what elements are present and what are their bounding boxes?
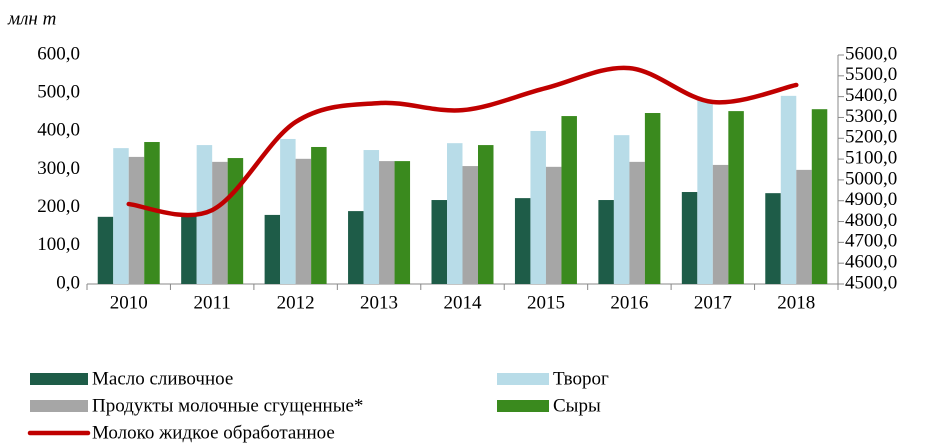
x-tick-label: 2013 [360, 292, 398, 313]
bar [379, 161, 395, 284]
x-tick-label: 2014 [444, 292, 483, 313]
bar [613, 135, 630, 284]
bar [280, 138, 296, 284]
line [126, 65, 799, 218]
bar [697, 100, 713, 284]
y2-tick-label: 5000,0 [845, 168, 897, 189]
y2-tick-label: 4500,0 [845, 272, 897, 293]
bar [394, 161, 411, 284]
x-tick-label: 2010 [110, 292, 148, 313]
bar [311, 146, 327, 284]
y2-tick-label: 5500,0 [845, 64, 897, 85]
bar [796, 169, 812, 284]
legend-swatch [30, 373, 88, 385]
bar [629, 161, 645, 284]
unit-label: млн т [7, 8, 56, 29]
bar [181, 214, 197, 284]
bar [227, 158, 244, 284]
bar [128, 156, 145, 284]
legend-label: Молоко жидкое обработанное [92, 422, 335, 443]
x-tick-label: 2018 [777, 292, 815, 313]
y-tick-label: 200,0 [37, 196, 80, 217]
y-tick-label: 400,0 [37, 120, 80, 141]
legend-swatch [497, 373, 549, 385]
bar [530, 130, 546, 284]
legend-label: Продукты молочные сгущенные* [92, 395, 363, 416]
bar [363, 150, 380, 284]
bar [462, 166, 478, 284]
bar [431, 200, 447, 284]
y-tick-label: 500,0 [37, 82, 80, 103]
bar [644, 113, 661, 284]
bar [113, 148, 129, 284]
y2-tick-label: 5600,0 [845, 43, 897, 64]
y2-tick-label: 4900,0 [845, 189, 897, 210]
legend-label: Сыры [553, 395, 601, 416]
x-tick-label: 2017 [694, 292, 732, 313]
y2-tick-label: 5300,0 [845, 106, 897, 127]
bar [681, 192, 698, 284]
x-tick-label: 2015 [527, 292, 565, 313]
bar [765, 193, 781, 284]
legend-swatch [30, 400, 88, 412]
bar [348, 211, 364, 284]
bar [712, 164, 729, 284]
y2-tick-label: 5100,0 [845, 147, 897, 168]
y-tick-label: 300,0 [37, 158, 80, 179]
y2-tick-label: 4700,0 [845, 231, 897, 252]
y-tick-label: 600,0 [37, 43, 80, 64]
y2-tick-label: 5200,0 [845, 127, 897, 148]
bar [514, 198, 531, 284]
bar [144, 142, 160, 284]
bar [212, 161, 228, 284]
bar [478, 145, 494, 284]
bar [811, 109, 828, 285]
legend-swatch [497, 400, 549, 412]
y-tick-label: 0,0 [56, 272, 80, 293]
x-tick-label: 2016 [610, 292, 648, 313]
bar [295, 158, 312, 284]
bar [264, 214, 281, 284]
y2-tick-label: 5400,0 [845, 85, 897, 106]
bar [97, 216, 114, 284]
x-tick-label: 2012 [277, 292, 315, 313]
bar [561, 116, 577, 284]
y-tick-label: 100,0 [37, 234, 80, 255]
y2-tick-label: 4600,0 [845, 252, 897, 273]
bar [545, 166, 562, 284]
bar [780, 95, 797, 284]
bar [598, 200, 614, 284]
bar [447, 143, 463, 284]
legend-label: Масло сливочное [92, 368, 233, 389]
bar [728, 111, 744, 284]
x-tick-label: 2011 [194, 292, 231, 313]
legend-label: Творог [553, 368, 609, 389]
y2-tick-label: 4800,0 [845, 210, 897, 231]
